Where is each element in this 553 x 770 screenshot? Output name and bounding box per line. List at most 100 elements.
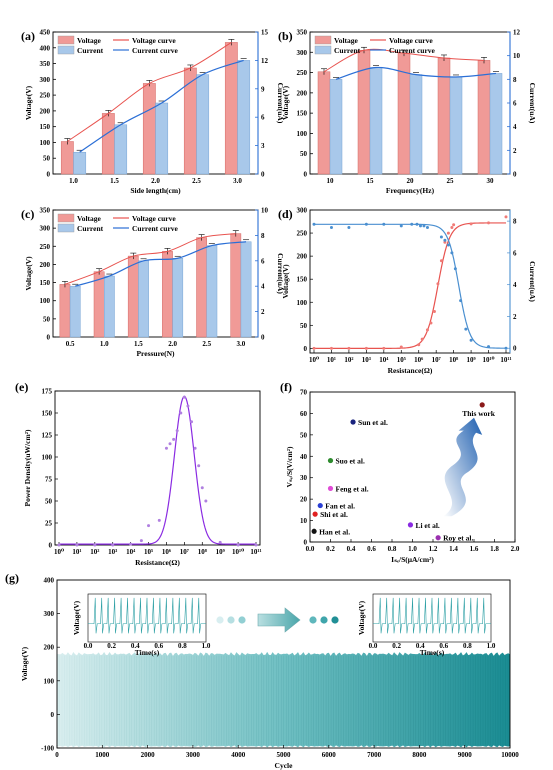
x-tick-label: 10 xyxy=(327,177,335,185)
y-tick-label: 0 xyxy=(304,539,308,547)
current-fit xyxy=(314,223,507,349)
current-bar xyxy=(155,102,169,175)
current-bar xyxy=(489,73,503,175)
voltage-bar xyxy=(142,83,156,175)
voltage-point xyxy=(425,328,429,332)
power-point xyxy=(172,437,176,441)
x-tick-label: 3.0 xyxy=(233,177,242,185)
current-bar xyxy=(206,245,218,338)
x-tick-label: 1.0 xyxy=(408,545,417,553)
voltage-point xyxy=(420,337,424,341)
y2-tick-label: 4 xyxy=(261,283,265,291)
progress-dot xyxy=(331,616,339,624)
power-point xyxy=(164,446,168,450)
y-tick-label: 0 xyxy=(49,542,53,550)
x-tick-label: 25 xyxy=(447,177,455,185)
y-tick-label: 150 xyxy=(40,123,51,131)
inset-x-tick: 0.4 xyxy=(416,642,425,650)
y-axis-label: Vₛₑ/S(V/cm²) xyxy=(285,446,294,487)
power-point xyxy=(129,542,133,546)
x-tick-label: 0.2 xyxy=(326,545,335,553)
x-tick-label: 2.0 xyxy=(168,340,177,348)
x-tick-label: 10⁰ xyxy=(309,356,319,364)
power-fit xyxy=(59,395,256,545)
x-tick-label: 10⁰ xyxy=(54,548,64,556)
legend-label: Current xyxy=(77,224,104,233)
x-tick-label: 10⁵ xyxy=(397,356,406,364)
reference-point xyxy=(327,457,334,464)
y-tick-label: 250 xyxy=(297,69,308,77)
legend-label: Current xyxy=(77,46,104,55)
plot-frame xyxy=(54,390,261,546)
x-tick-label: 1.0 xyxy=(100,340,109,348)
x-tick-label: 3000 xyxy=(186,751,201,759)
voltage-point xyxy=(446,231,450,235)
x-tick-label: 10¹¹ xyxy=(500,356,511,364)
inset-x-tick: 0.8 xyxy=(178,642,187,650)
y2-tick-label: 3 xyxy=(261,142,265,150)
voltage-bar xyxy=(60,141,74,175)
reference-point xyxy=(327,485,334,492)
y-tick-label: 125 xyxy=(42,432,53,440)
x-tick-label: 10⁶ xyxy=(414,356,423,364)
inset-trace xyxy=(88,597,206,634)
current-bar xyxy=(114,124,128,175)
x-tick-label: 10⁴ xyxy=(379,356,389,364)
voltage-bar xyxy=(437,57,451,175)
x-tick-label: 10³ xyxy=(362,356,371,364)
voltage-point xyxy=(443,240,447,244)
x-axis-label: Side length(cm) xyxy=(130,186,181,195)
y-tick-label: 150 xyxy=(297,110,308,118)
current-bar xyxy=(369,67,383,175)
y-tick-label: 400 xyxy=(44,577,55,585)
reference-point xyxy=(479,402,485,408)
x-tick-label: 1.5 xyxy=(110,177,119,185)
power-point xyxy=(236,543,240,547)
current-point xyxy=(347,225,351,229)
x-tick-label: 10¹¹ xyxy=(250,548,261,556)
y2-tick-label: 0 xyxy=(513,171,517,179)
current-point xyxy=(415,222,419,226)
legend-label: Voltage curve xyxy=(389,36,433,45)
x-tick-label: 7000 xyxy=(367,751,382,759)
y-tick-label: 50 xyxy=(300,431,308,439)
y-tick-label: 0 xyxy=(304,345,308,353)
y-tick-label: 350 xyxy=(40,207,51,215)
legend-swatch xyxy=(57,45,75,55)
y2-tick-label: 6 xyxy=(513,249,517,257)
legend-swatch xyxy=(57,213,75,223)
current-point xyxy=(504,346,508,350)
x-tick-label: 10⁸ xyxy=(449,356,458,364)
y-tick-label: 200 xyxy=(297,253,308,261)
x-tick-label: 10⁹ xyxy=(216,548,225,556)
reference-label: Suo et al. xyxy=(336,457,366,466)
inset-x-tick: 0.8 xyxy=(463,642,472,650)
current-point xyxy=(364,222,368,226)
current-bar xyxy=(449,76,463,175)
panel-label: (e) xyxy=(15,380,28,394)
x-tick-label: 10¹ xyxy=(72,548,81,556)
voltage-point xyxy=(450,226,454,230)
y-tick-label: 200 xyxy=(297,89,308,97)
y2-tick-label: 0 xyxy=(513,345,517,353)
power-point xyxy=(93,543,97,547)
inset-x-tick: 0.6 xyxy=(154,642,163,650)
x-tick-label: 10² xyxy=(344,356,353,364)
x-tick-label: 10⁷ xyxy=(432,356,441,364)
y2-tick-label: 6 xyxy=(513,100,517,108)
panel-c: (c) 0 50 100 150 200 250 300 350 0 2 4 6 8 10 0.5 1.0 1.5… xyxy=(21,207,285,359)
y2-tick-label: 4 xyxy=(513,123,517,131)
y-tick-label: 400 xyxy=(40,44,51,52)
reference-label: Sun et al. xyxy=(358,418,388,427)
voltage-point xyxy=(439,259,443,263)
y-tick-label: 200 xyxy=(40,261,51,269)
current-point xyxy=(450,251,454,255)
current-bar xyxy=(329,79,343,175)
x-tick-label: 1000 xyxy=(95,751,110,759)
voltage-bar xyxy=(196,237,207,338)
x-tick-label: 10¹ xyxy=(327,356,336,364)
current-point xyxy=(469,338,473,342)
legend-swatch xyxy=(314,35,332,45)
y-axis-label: Voltage(V) xyxy=(281,264,290,299)
